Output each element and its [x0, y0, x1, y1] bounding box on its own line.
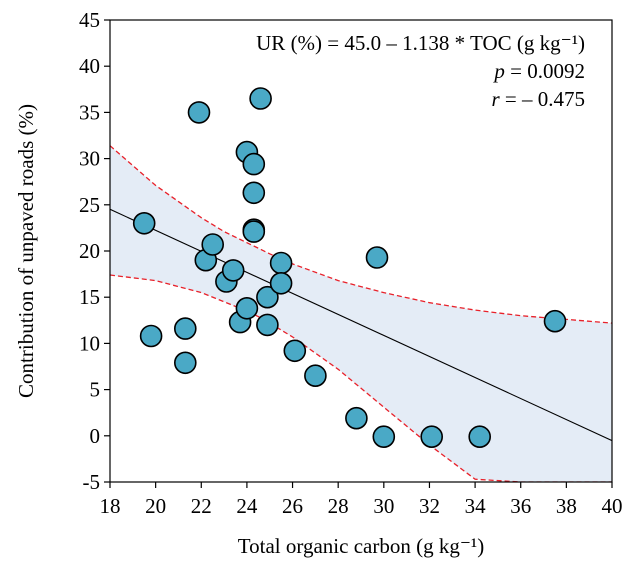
data-point — [468, 425, 492, 449]
regression-equation: UR (%) = 45.0 – 1.138 * TOC (g kg⁻¹) — [256, 31, 585, 55]
data-point — [256, 285, 279, 309]
x-tick-label: 38 — [556, 494, 577, 518]
regression-line — [110, 208, 612, 442]
x-tick-label: 34 — [465, 494, 487, 518]
r-label: r — [491, 87, 500, 111]
r-value: = – 0.475 — [500, 87, 585, 111]
data-point — [420, 425, 444, 449]
y-tick-label: 30 — [79, 147, 100, 171]
y-tick-label: 15 — [79, 285, 100, 309]
y-tick-label: -5 — [83, 470, 101, 494]
x-tick-label: 28 — [328, 494, 349, 518]
data-point — [242, 152, 266, 176]
data-point — [283, 339, 307, 363]
axis-ticks: 18 20 22 24 26 28 30 32 34 36 38 40 -5 0 5 10 15 20 25 30 35… — [79, 8, 623, 518]
data-points — [132, 87, 567, 449]
data-point — [221, 259, 245, 282]
confidence-band-layer — [110, 145, 612, 482]
p-value: = 0.0092 — [505, 59, 585, 83]
y-tick-label: 45 — [79, 8, 100, 32]
data-point — [235, 296, 259, 320]
p-value-annotation: p = 0.0092 — [492, 59, 585, 83]
y-tick-label: 25 — [79, 193, 100, 217]
data-point — [174, 317, 197, 340]
y-tick-label: 20 — [79, 239, 100, 263]
data-point — [174, 351, 197, 375]
y-tick-label: 10 — [79, 331, 100, 355]
lower-confidence-line — [110, 274, 612, 482]
data-point — [269, 271, 293, 295]
data-point — [242, 181, 266, 205]
data-point — [543, 309, 567, 333]
x-tick-label: 32 — [419, 494, 440, 518]
x-tick-label: 24 — [236, 494, 258, 518]
data-point — [372, 425, 396, 449]
x-tick-label: 26 — [282, 494, 303, 518]
data-point — [345, 406, 368, 430]
x-tick-label: 18 — [100, 494, 121, 518]
data-point — [139, 324, 163, 348]
data-point — [201, 233, 224, 256]
p-label: p — [492, 59, 505, 83]
y-tick-label: 35 — [79, 100, 100, 124]
data-point — [365, 246, 389, 269]
data-point — [304, 364, 327, 388]
x-axis-title: Total organic carbon (g kg⁻¹) — [238, 534, 484, 558]
x-tick-label: 36 — [510, 494, 531, 518]
x-tick-label: 30 — [373, 494, 394, 518]
data-point — [132, 212, 156, 235]
data-point — [269, 251, 293, 275]
upper-confidence-line — [110, 145, 612, 324]
data-point — [256, 313, 279, 337]
y-tick-label: 0 — [90, 424, 101, 448]
data-point — [249, 87, 272, 110]
x-tick-label: 40 — [602, 494, 623, 518]
y-axis-title: Contribution of unpaved roads (%) — [14, 104, 38, 398]
data-point — [242, 220, 266, 243]
x-tick-label: 20 — [145, 494, 166, 518]
x-tick-label: 22 — [191, 494, 212, 518]
y-tick-label: 40 — [79, 54, 100, 78]
r-value-annotation: r = – 0.475 — [491, 87, 585, 111]
regression-layer — [110, 208, 612, 442]
data-point — [187, 101, 211, 124]
y-tick-label: 5 — [90, 378, 101, 402]
confidence-band-fill — [110, 145, 612, 482]
